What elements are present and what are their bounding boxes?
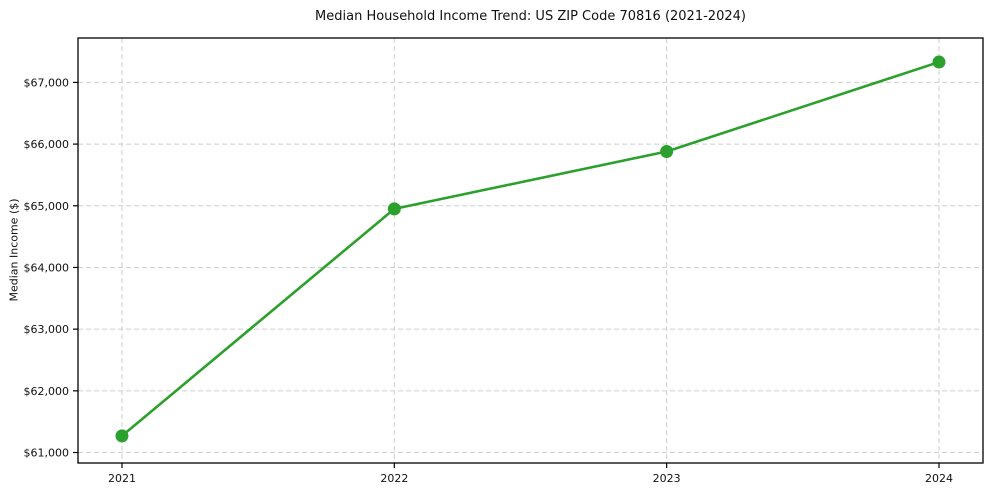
y-tick-label: $63,000 xyxy=(24,323,70,336)
data-point-marker xyxy=(660,144,674,158)
y-tick-label: $67,000 xyxy=(24,76,70,89)
data-point-marker xyxy=(115,429,129,443)
x-tick-label: 2023 xyxy=(653,472,681,485)
x-tick-label: 2024 xyxy=(925,472,953,485)
y-tick-label: $65,000 xyxy=(24,200,70,213)
y-tick-label: $62,000 xyxy=(24,385,70,398)
y-tick-label: $66,000 xyxy=(24,138,70,151)
data-point-marker xyxy=(932,55,946,69)
x-tick-label: 2022 xyxy=(380,472,408,485)
x-tick-label: 2021 xyxy=(108,472,136,485)
chart-title: Median Household Income Trend: US ZIP Co… xyxy=(315,9,746,24)
data-point-marker xyxy=(387,202,401,216)
plot-frame xyxy=(77,37,984,464)
y-tick-label: $64,000 xyxy=(24,261,70,274)
y-tick-label: $61,000 xyxy=(24,447,70,460)
trend-line xyxy=(120,60,941,438)
